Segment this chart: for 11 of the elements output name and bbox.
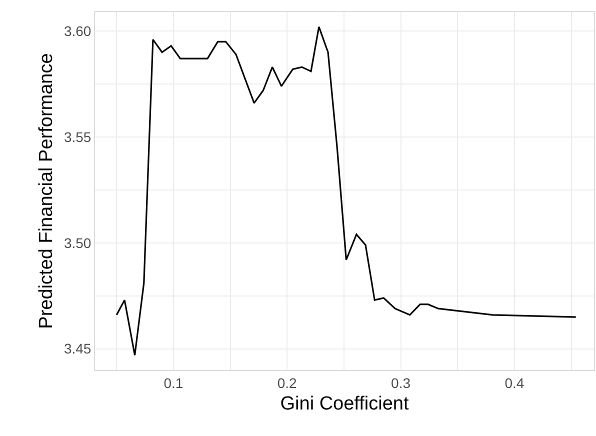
- y-axis-title: Predicted Financial Performance: [36, 53, 57, 329]
- y-tick-label: 3.60: [64, 22, 92, 39]
- x-tick-label: 0.4: [504, 374, 524, 391]
- x-axis-title: Gini Coefficient: [280, 394, 410, 415]
- y-tick-label: 3.45: [64, 340, 92, 357]
- y-tick-label: 3.55: [64, 128, 92, 145]
- x-tick-label: 0.3: [391, 374, 411, 391]
- y-tick-label: 3.50: [64, 234, 92, 251]
- x-tick-label: 0.1: [164, 374, 184, 391]
- line-series: [116, 26, 577, 356]
- x-tick-label: 0.2: [277, 374, 298, 391]
